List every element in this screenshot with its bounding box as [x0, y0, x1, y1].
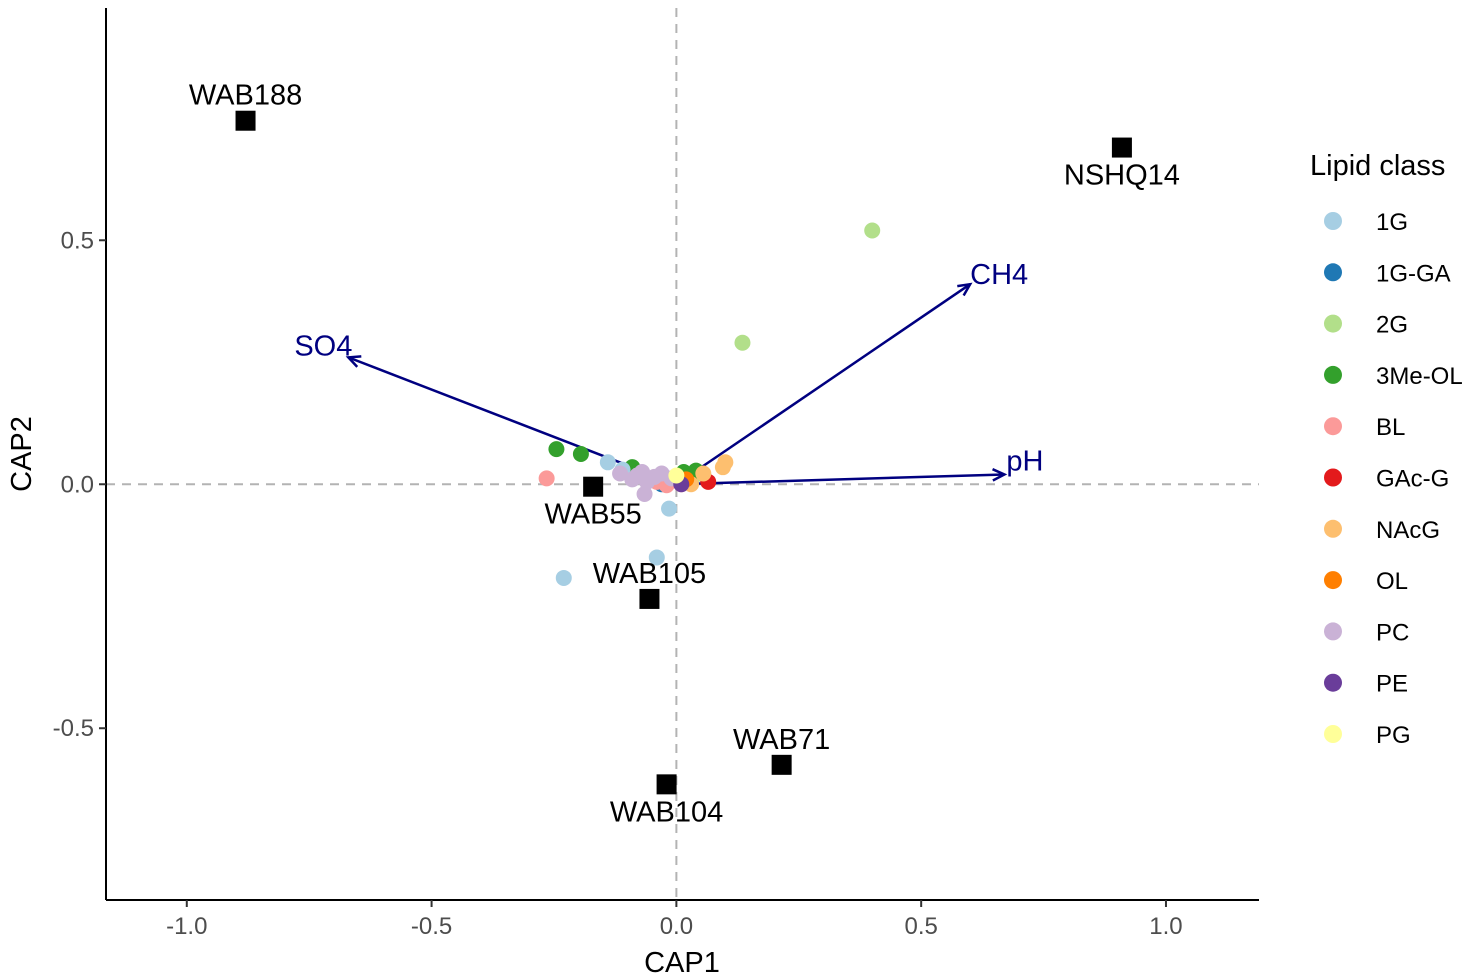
legend-label-pg: PG — [1376, 722, 1411, 749]
y-tick-label: 0.5 — [61, 227, 94, 254]
vector-ch4 — [675, 283, 971, 486]
site-label-wab71: WAB71 — [733, 724, 830, 756]
point-1g — [555, 569, 572, 586]
axis-ticks: -1.0 -0.5 0.0 0.5 1.0 -0.5 0.0 0.5 — [53, 227, 1183, 940]
point-pc — [629, 467, 646, 484]
point-2g — [864, 222, 881, 239]
legend-label-3me-ol: 3Me-OL — [1376, 363, 1463, 390]
legend: Lipid class 1G 1G-GA 2G 3Me-OL BL GAc-G NAcG OL… — [1310, 150, 1463, 749]
legend-key-pg — [1324, 725, 1342, 743]
x-tick-label: -0.5 — [411, 913, 452, 940]
vector-arrowhead-ph — [992, 468, 1008, 482]
y-axis-title: CAP2 — [6, 416, 38, 492]
point-pc — [636, 486, 653, 503]
legend-label-ol: OL — [1376, 568, 1408, 595]
site-marker-wab55 — [583, 476, 604, 497]
legend-key-gac-g — [1324, 468, 1342, 487]
point-2g — [734, 334, 751, 351]
legend-key-pe — [1324, 673, 1342, 692]
legend-items: 1G 1G-GA 2G 3Me-OL BL GAc-G NAcG OL PC PE PG — [1324, 209, 1463, 749]
legend-key-1g — [1324, 212, 1342, 230]
vector-ph — [676, 473, 1005, 486]
legend-title: Lipid class — [1310, 150, 1445, 182]
site-label-wab104: WAB104 — [610, 796, 723, 828]
legend-label-1g: 1G — [1376, 209, 1408, 236]
legend-key-3me-ol — [1324, 365, 1342, 384]
site-markers: WAB188 NSHQ14 WAB55 WAB105 WAB71 WAB104 — [189, 80, 1180, 829]
y-tick-label: -0.5 — [53, 715, 94, 742]
point-3me-ol — [572, 446, 589, 462]
site-label-wab188: WAB188 — [189, 80, 302, 112]
legend-key-1g-ga — [1324, 263, 1342, 282]
site-marker-nshq14 — [1111, 137, 1132, 158]
x-tick-label: 1.0 — [1149, 913, 1182, 940]
point-1g — [599, 454, 616, 471]
point-pg — [668, 467, 685, 484]
point-3me-ol — [548, 441, 565, 458]
vector-arrowhead-so4 — [345, 355, 362, 368]
x-tick-label: 0.5 — [904, 913, 937, 940]
point-1g — [661, 500, 678, 517]
legend-label-pc: PC — [1376, 619, 1409, 646]
axes — [105, 8, 1259, 901]
legend-key-bl — [1324, 417, 1342, 436]
y-tick-label: 0.0 — [61, 471, 94, 498]
site-marker-wab105 — [639, 588, 660, 609]
x-tick-label: -1.0 — [166, 913, 207, 940]
site-label-wab105: WAB105 — [593, 558, 706, 590]
point-pc — [612, 465, 629, 482]
lipid-points — [538, 222, 881, 586]
site-label-wab55: WAB55 — [545, 499, 642, 531]
environmental-vectors: CH4 SO4 pH — [294, 259, 1043, 486]
point-1g — [648, 549, 665, 566]
x-axis-title: CAP1 — [644, 947, 720, 979]
site-label-nshq14: NSHQ14 — [1064, 160, 1180, 192]
site-marker-wab71 — [771, 754, 792, 775]
legend-key-2g — [1324, 314, 1342, 333]
point-nacg — [695, 465, 712, 482]
site-marker-wab104 — [656, 774, 677, 795]
reference-lines — [106, 8, 1259, 900]
vector-label-ph: pH — [1006, 445, 1043, 477]
legend-label-gac-g: GAc-G — [1376, 466, 1449, 493]
legend-key-ol — [1324, 571, 1342, 590]
site-marker-wab188 — [235, 110, 256, 131]
legend-key-nacg — [1324, 519, 1342, 538]
point-nacg — [714, 459, 731, 476]
legend-label-1g-ga: 1G-GA — [1376, 260, 1451, 287]
legend-label-bl: BL — [1376, 414, 1405, 441]
legend-label-2g: 2G — [1376, 312, 1408, 339]
legend-label-pe: PE — [1376, 671, 1408, 698]
vector-label-so4: SO4 — [294, 330, 352, 362]
point-bl — [538, 470, 555, 487]
vector-label-ch4: CH4 — [970, 259, 1028, 291]
legend-key-pc — [1324, 622, 1342, 641]
x-tick-label: 0.0 — [660, 913, 693, 940]
vector-arrowhead-ch4 — [957, 282, 973, 297]
legend-label-nacg: NAcG — [1376, 517, 1440, 544]
